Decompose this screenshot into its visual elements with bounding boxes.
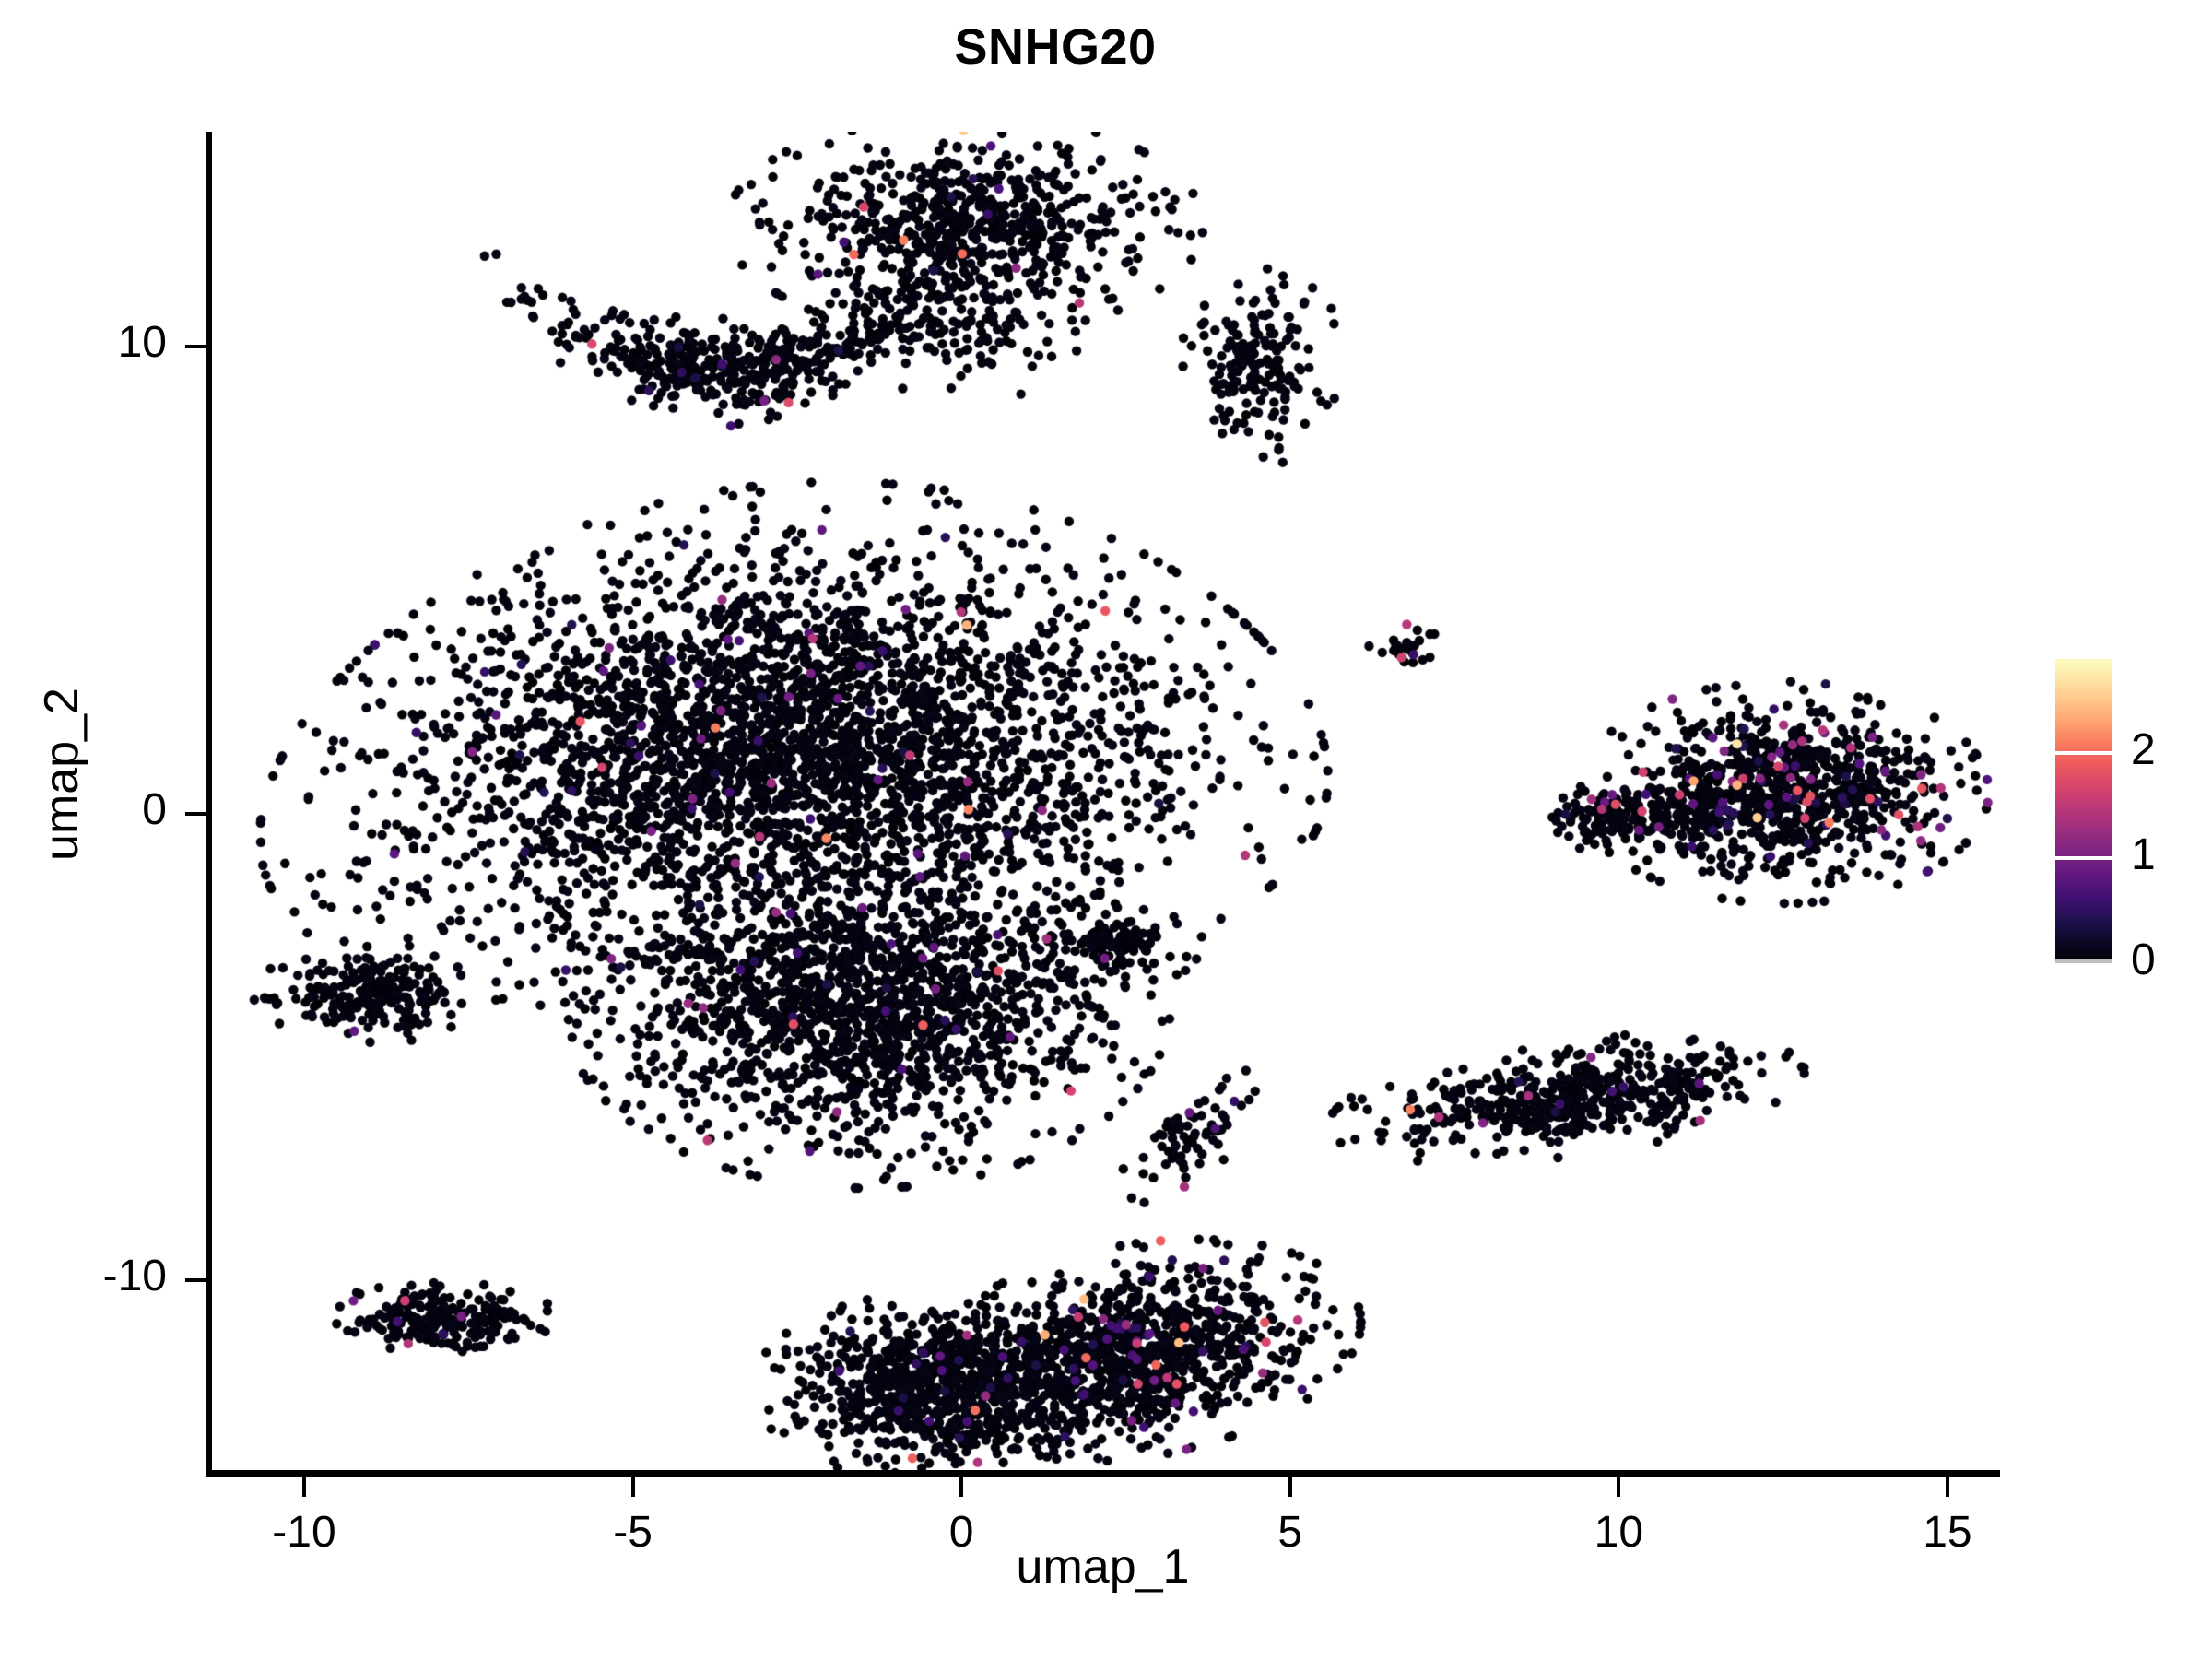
y-tick-mark: [185, 345, 206, 349]
x-tick-label: 15: [1923, 1508, 1972, 1557]
x-axis-spine: [206, 1470, 2000, 1477]
x-tick-mark: [1945, 1477, 1949, 1497]
x-tick-mark: [630, 1477, 635, 1497]
colorbar-tick-mark: [2055, 959, 2112, 963]
x-tick-mark: [1288, 1477, 1292, 1497]
y-tick-label: 10: [117, 318, 167, 368]
y-tick-label: 0: [142, 784, 167, 834]
x-tick-label: -10: [272, 1508, 336, 1557]
plot-axes: -10 -5 0 5 10 15 10 0 -10: [103, 132, 2000, 1557]
colorbar-tick-label: 1: [2131, 830, 2156, 880]
colorbar-tick-label: 0: [2131, 935, 2156, 984]
y-axis-label: umap_2: [35, 688, 88, 861]
x-tick-label: 10: [1594, 1508, 1644, 1557]
colorbar: 0 1 2: [2055, 659, 2212, 984]
colorbar-tick-mark: [2055, 751, 2112, 756]
x-tick-label: 0: [948, 1508, 974, 1557]
colorbar-tick-label: 2: [2131, 725, 2156, 775]
x-tick-mark: [959, 1477, 964, 1497]
x-tick-label: -5: [613, 1508, 653, 1557]
y-axis-spine: [206, 132, 212, 1477]
x-tick-mark: [301, 1477, 306, 1497]
colorbar-gradient: [2055, 659, 2112, 963]
y-tick-mark: [185, 811, 206, 816]
y-tick-mark: [185, 1278, 206, 1283]
colorbar-tick-mark: [2055, 856, 2112, 861]
scatter-points-layer: [206, 132, 2000, 1477]
x-tick-label: 5: [1277, 1508, 1303, 1557]
y-tick-label: -10: [102, 1252, 167, 1301]
x-axis-label: umap_1: [1016, 1540, 1190, 1594]
x-tick-mark: [1617, 1477, 1621, 1497]
page-title: SNHG20: [954, 19, 1157, 75]
